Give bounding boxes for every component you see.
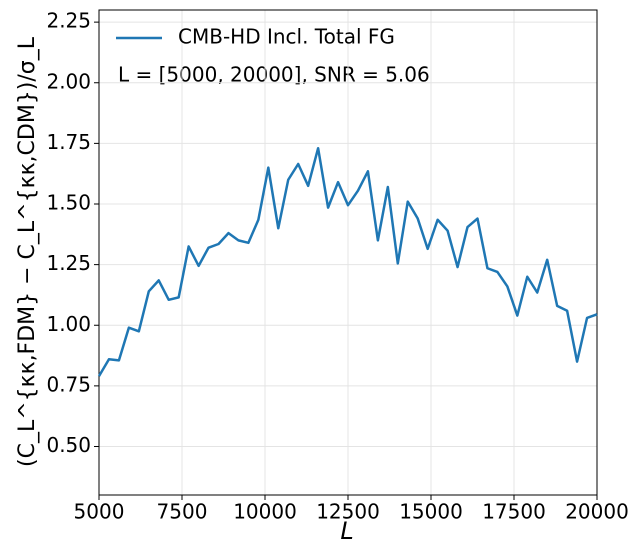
y-tick-label: 1.75	[46, 130, 91, 154]
legend-label: CMB-HD Incl. Total FG	[178, 25, 395, 49]
y-tick-label: 2.25	[46, 9, 91, 33]
x-axis-label: L	[340, 517, 353, 542]
y-axis-label: (C_L^{κκ,FDM} − C_L^{κκ,CDM})/σ_L	[15, 36, 40, 467]
y-tick-label: 1.50	[46, 191, 91, 215]
plot-frame	[98, 9, 598, 496]
y-tick-label: 1.25	[46, 251, 91, 275]
y-tick-label: 1.00	[46, 312, 91, 336]
x-tick-label: 12500	[316, 500, 380, 524]
x-tick-label: 15000	[399, 500, 463, 524]
data-line	[97, 146, 598, 377]
x-tick-label: 10000	[233, 500, 297, 524]
y-tick-label: 2.00	[46, 69, 91, 93]
x-tick-label: 17500	[482, 500, 546, 524]
y-tick-label: 0.50	[46, 433, 91, 457]
y-tick-label: 0.75	[46, 372, 91, 396]
x-tick-label: 7500	[157, 500, 208, 524]
x-tick-label: 20000	[565, 500, 629, 524]
x-tick-label: 5000	[74, 500, 125, 524]
